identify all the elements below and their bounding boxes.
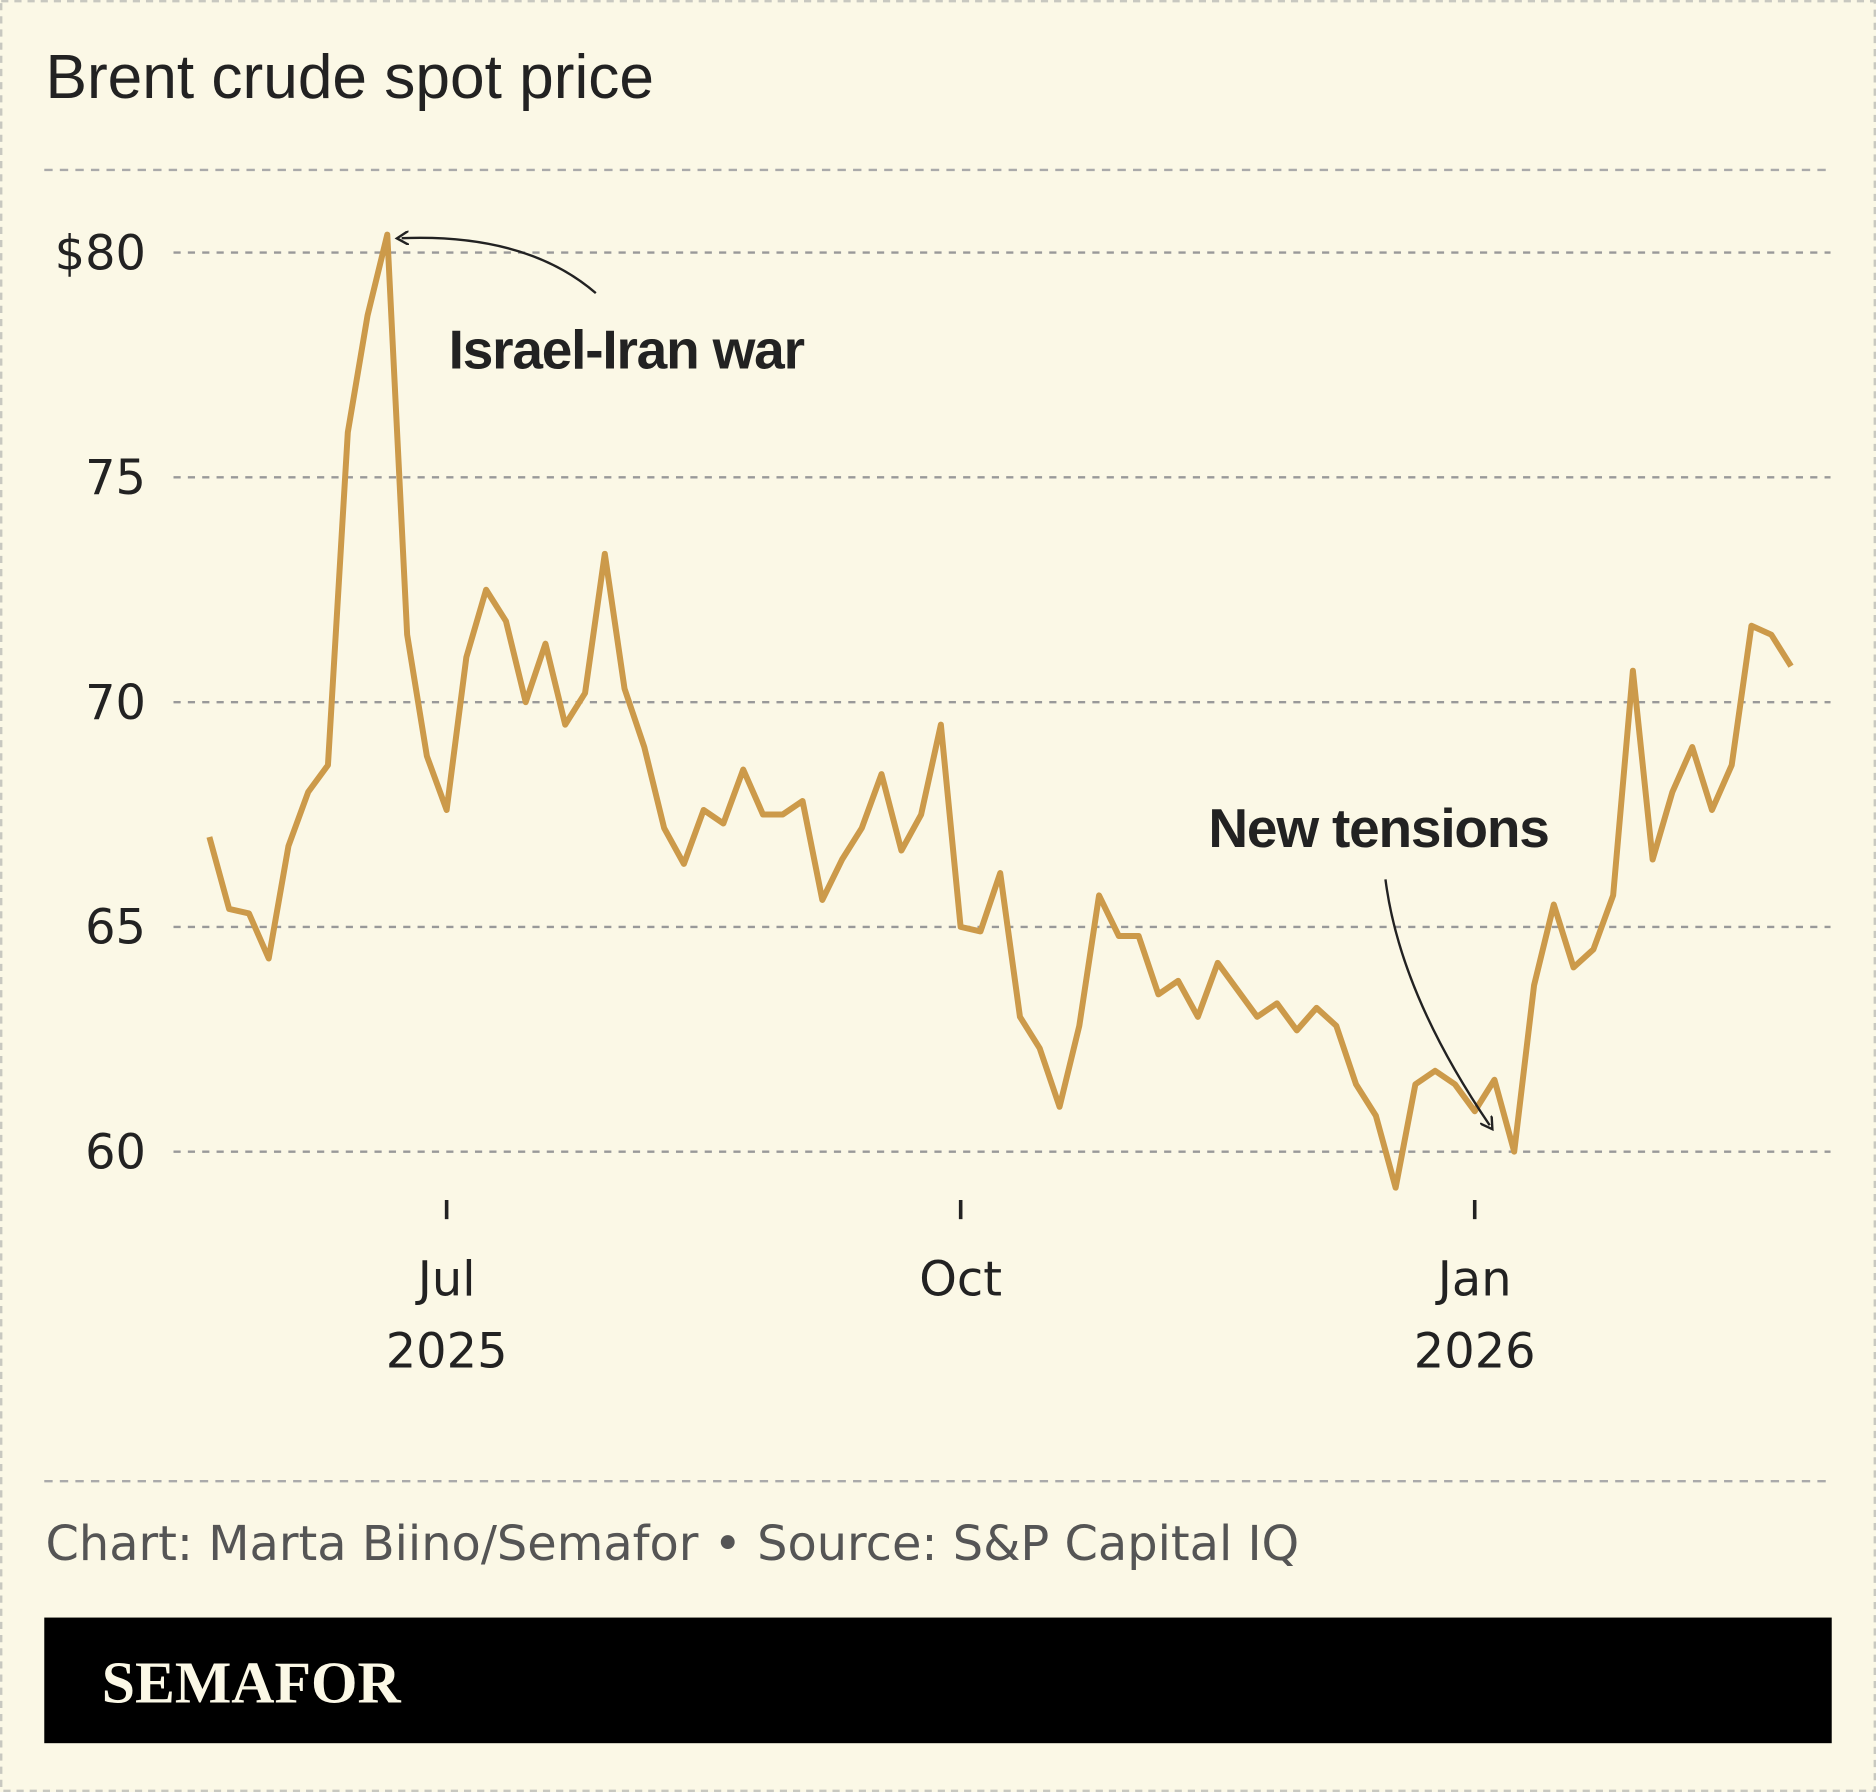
y-tick-label: 65: [85, 901, 146, 956]
y-tick-label: $80: [55, 226, 146, 281]
y-tick-label: 60: [85, 1125, 146, 1180]
x-tick-label-box: Jul 2025: [385, 1252, 508, 1380]
y-tick-label: 75: [85, 451, 146, 506]
annotation: Israel-Iran war: [449, 318, 805, 380]
logo-bar: [44, 1617, 1832, 1744]
chart-title: Brent crude spot price: [45, 43, 654, 112]
x-tick-label: Jan 2026: [1413, 1252, 1536, 1380]
x-tick-label: Jul 2025: [385, 1252, 508, 1380]
x-tick-label-box: Oct: [919, 1252, 1003, 1308]
annotation-arrow: [402, 238, 597, 295]
price-line: [206, 231, 1794, 1191]
annotation: New tensions: [1208, 797, 1548, 859]
y-tick-label: 70: [85, 676, 146, 731]
x-tick-label: Oct: [919, 1252, 1003, 1308]
annotation-arrow: [1384, 879, 1489, 1125]
footer: Chart: Marta Biino/Semafor • Source: S&P…: [45, 1517, 1299, 1572]
x-tick-label-box: Jan 2026: [1413, 1252, 1536, 1380]
logo: SEMAFOR: [102, 1650, 402, 1716]
